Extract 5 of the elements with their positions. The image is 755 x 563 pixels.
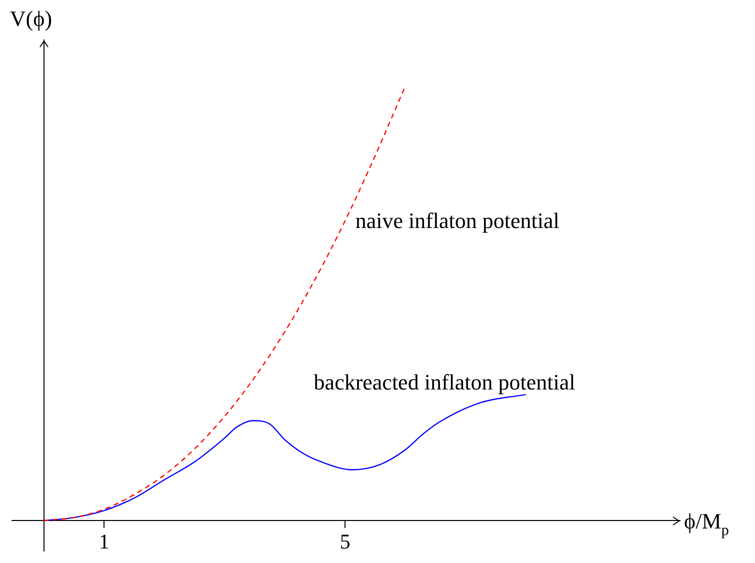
x-tick-label: 1	[98, 530, 110, 554]
series-label: backreacted inflaton potential	[314, 370, 576, 395]
x-tick-label: 5	[340, 530, 350, 554]
y-axis-title: V(ϕ)	[10, 6, 52, 31]
series-label: naive inflaton potential	[355, 208, 560, 234]
